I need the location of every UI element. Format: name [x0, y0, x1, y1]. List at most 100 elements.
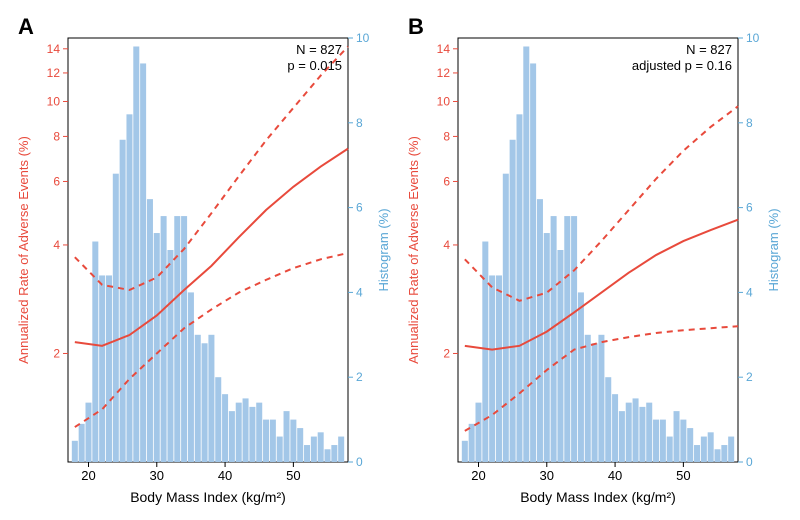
- histogram-bar: [195, 335, 201, 462]
- histogram-bar: [551, 216, 557, 462]
- histogram-bar: [701, 437, 707, 462]
- histogram-bar: [243, 398, 249, 462]
- y-left-tick-label: 14: [437, 42, 451, 56]
- histogram-bar: [229, 411, 235, 462]
- histogram-bar: [619, 411, 625, 462]
- y-left-tick-label: 2: [53, 346, 60, 360]
- histogram-bar: [598, 335, 604, 462]
- histogram-bar: [167, 250, 173, 462]
- y-right-tick-label: 2: [356, 370, 363, 384]
- panel-B-svg: 20304050Body Mass Index (kg/m²)246810121…: [400, 10, 790, 510]
- histogram-bar: [475, 403, 481, 462]
- histogram-bar: [571, 216, 577, 462]
- histogram-bar: [516, 114, 522, 462]
- histogram-bar: [236, 403, 242, 462]
- histogram-bar: [469, 424, 475, 462]
- histogram-bar: [667, 437, 673, 462]
- histogram-bar: [653, 420, 659, 462]
- y-left-tick-label: 8: [443, 129, 450, 143]
- histogram-bar: [530, 63, 536, 462]
- panel-A-wrap: A 20304050Body Mass Index (kg/m²)2468101…: [10, 10, 400, 510]
- x-tick-label: 40: [608, 468, 622, 483]
- histogram-bar: [154, 233, 160, 462]
- y-left-tick-label: 14: [47, 42, 61, 56]
- y-right-tick-label: 4: [746, 285, 753, 299]
- panel-A-svg: 20304050Body Mass Index (kg/m²)246810121…: [10, 10, 400, 510]
- histogram-bar: [79, 424, 85, 462]
- histogram-bar: [249, 407, 255, 462]
- y-right-tick-label: 6: [356, 201, 363, 215]
- histogram-bar: [728, 437, 734, 462]
- histogram-bar: [99, 275, 105, 462]
- histogram-bar: [202, 343, 208, 462]
- histogram-bar: [605, 377, 611, 462]
- histogram-bar: [188, 292, 194, 462]
- histogram-bar: [708, 432, 714, 462]
- y-left-tick-label: 8: [53, 129, 60, 143]
- histogram-bar: [537, 199, 543, 462]
- histogram-bar: [626, 403, 632, 462]
- histogram-bar: [660, 420, 666, 462]
- histogram-bar: [482, 242, 488, 462]
- histogram-bar: [592, 343, 598, 462]
- y-right-tick-label: 0: [356, 455, 363, 469]
- y-right-tick-label: 0: [746, 455, 753, 469]
- panel-label-B: B: [408, 14, 424, 40]
- histogram-bar: [721, 445, 727, 462]
- y-left-tick-label: 6: [443, 174, 450, 188]
- histogram-bar: [680, 420, 686, 462]
- histogram-bar: [462, 441, 468, 462]
- x-tick-label: 20: [471, 468, 485, 483]
- histogram-bar: [263, 420, 269, 462]
- histogram-bar: [578, 292, 584, 462]
- histogram-bar: [311, 437, 317, 462]
- y-left-tick-label: 4: [53, 238, 60, 252]
- histogram-bar: [85, 403, 91, 462]
- histogram-bar: [639, 407, 645, 462]
- histogram-bar: [297, 428, 303, 462]
- histogram-bar: [503, 174, 509, 462]
- y-left-tick-label: 2: [443, 346, 450, 360]
- y-left-tick-label: 10: [437, 94, 451, 108]
- y-right-tick-label: 4: [356, 285, 363, 299]
- histogram-bar: [585, 335, 591, 462]
- y-left-tick-label: 10: [47, 94, 61, 108]
- histogram-bar: [646, 403, 652, 462]
- x-tick-label: 40: [218, 468, 232, 483]
- y-right-tick-label: 10: [356, 31, 370, 45]
- histogram-bar: [222, 394, 228, 462]
- y-right-tick-label: 10: [746, 31, 760, 45]
- histogram-bar: [106, 275, 112, 462]
- histogram-bar: [510, 140, 516, 462]
- histogram-bar: [496, 275, 502, 462]
- y-right-axis-label: Histogram (%): [376, 208, 391, 291]
- annotation-p: adjusted p = 0.16: [632, 58, 732, 73]
- y-left-tick-label: 12: [47, 66, 61, 80]
- y-right-tick-label: 2: [746, 370, 753, 384]
- histogram-bar: [612, 394, 618, 462]
- y-left-tick-label: 12: [437, 66, 451, 80]
- panel-B-wrap: B 20304050Body Mass Index (kg/m²)2468101…: [400, 10, 790, 510]
- histogram-bar: [331, 445, 337, 462]
- histogram-bar: [694, 445, 700, 462]
- histogram-bar: [120, 140, 126, 462]
- histogram-bar: [338, 437, 344, 462]
- x-tick-label: 30: [150, 468, 164, 483]
- y-right-tick-label: 8: [356, 116, 363, 130]
- histogram-bar: [140, 63, 146, 462]
- y-right-tick-label: 6: [746, 201, 753, 215]
- annotation-n: N = 827: [296, 42, 342, 57]
- histogram-bar: [284, 411, 290, 462]
- y-right-tick-label: 8: [746, 116, 753, 130]
- histogram-bar: [687, 428, 693, 462]
- histogram-bar: [208, 335, 214, 462]
- histogram-bar: [174, 216, 180, 462]
- histogram-bar: [147, 199, 153, 462]
- annotation-p: p = 0.015: [287, 58, 342, 73]
- histogram-bar: [544, 233, 550, 462]
- histogram-bar: [325, 449, 331, 462]
- histogram-bar: [215, 377, 221, 462]
- x-tick-label: 20: [81, 468, 95, 483]
- y-left-tick-label: 6: [53, 174, 60, 188]
- histogram-bar: [133, 46, 139, 462]
